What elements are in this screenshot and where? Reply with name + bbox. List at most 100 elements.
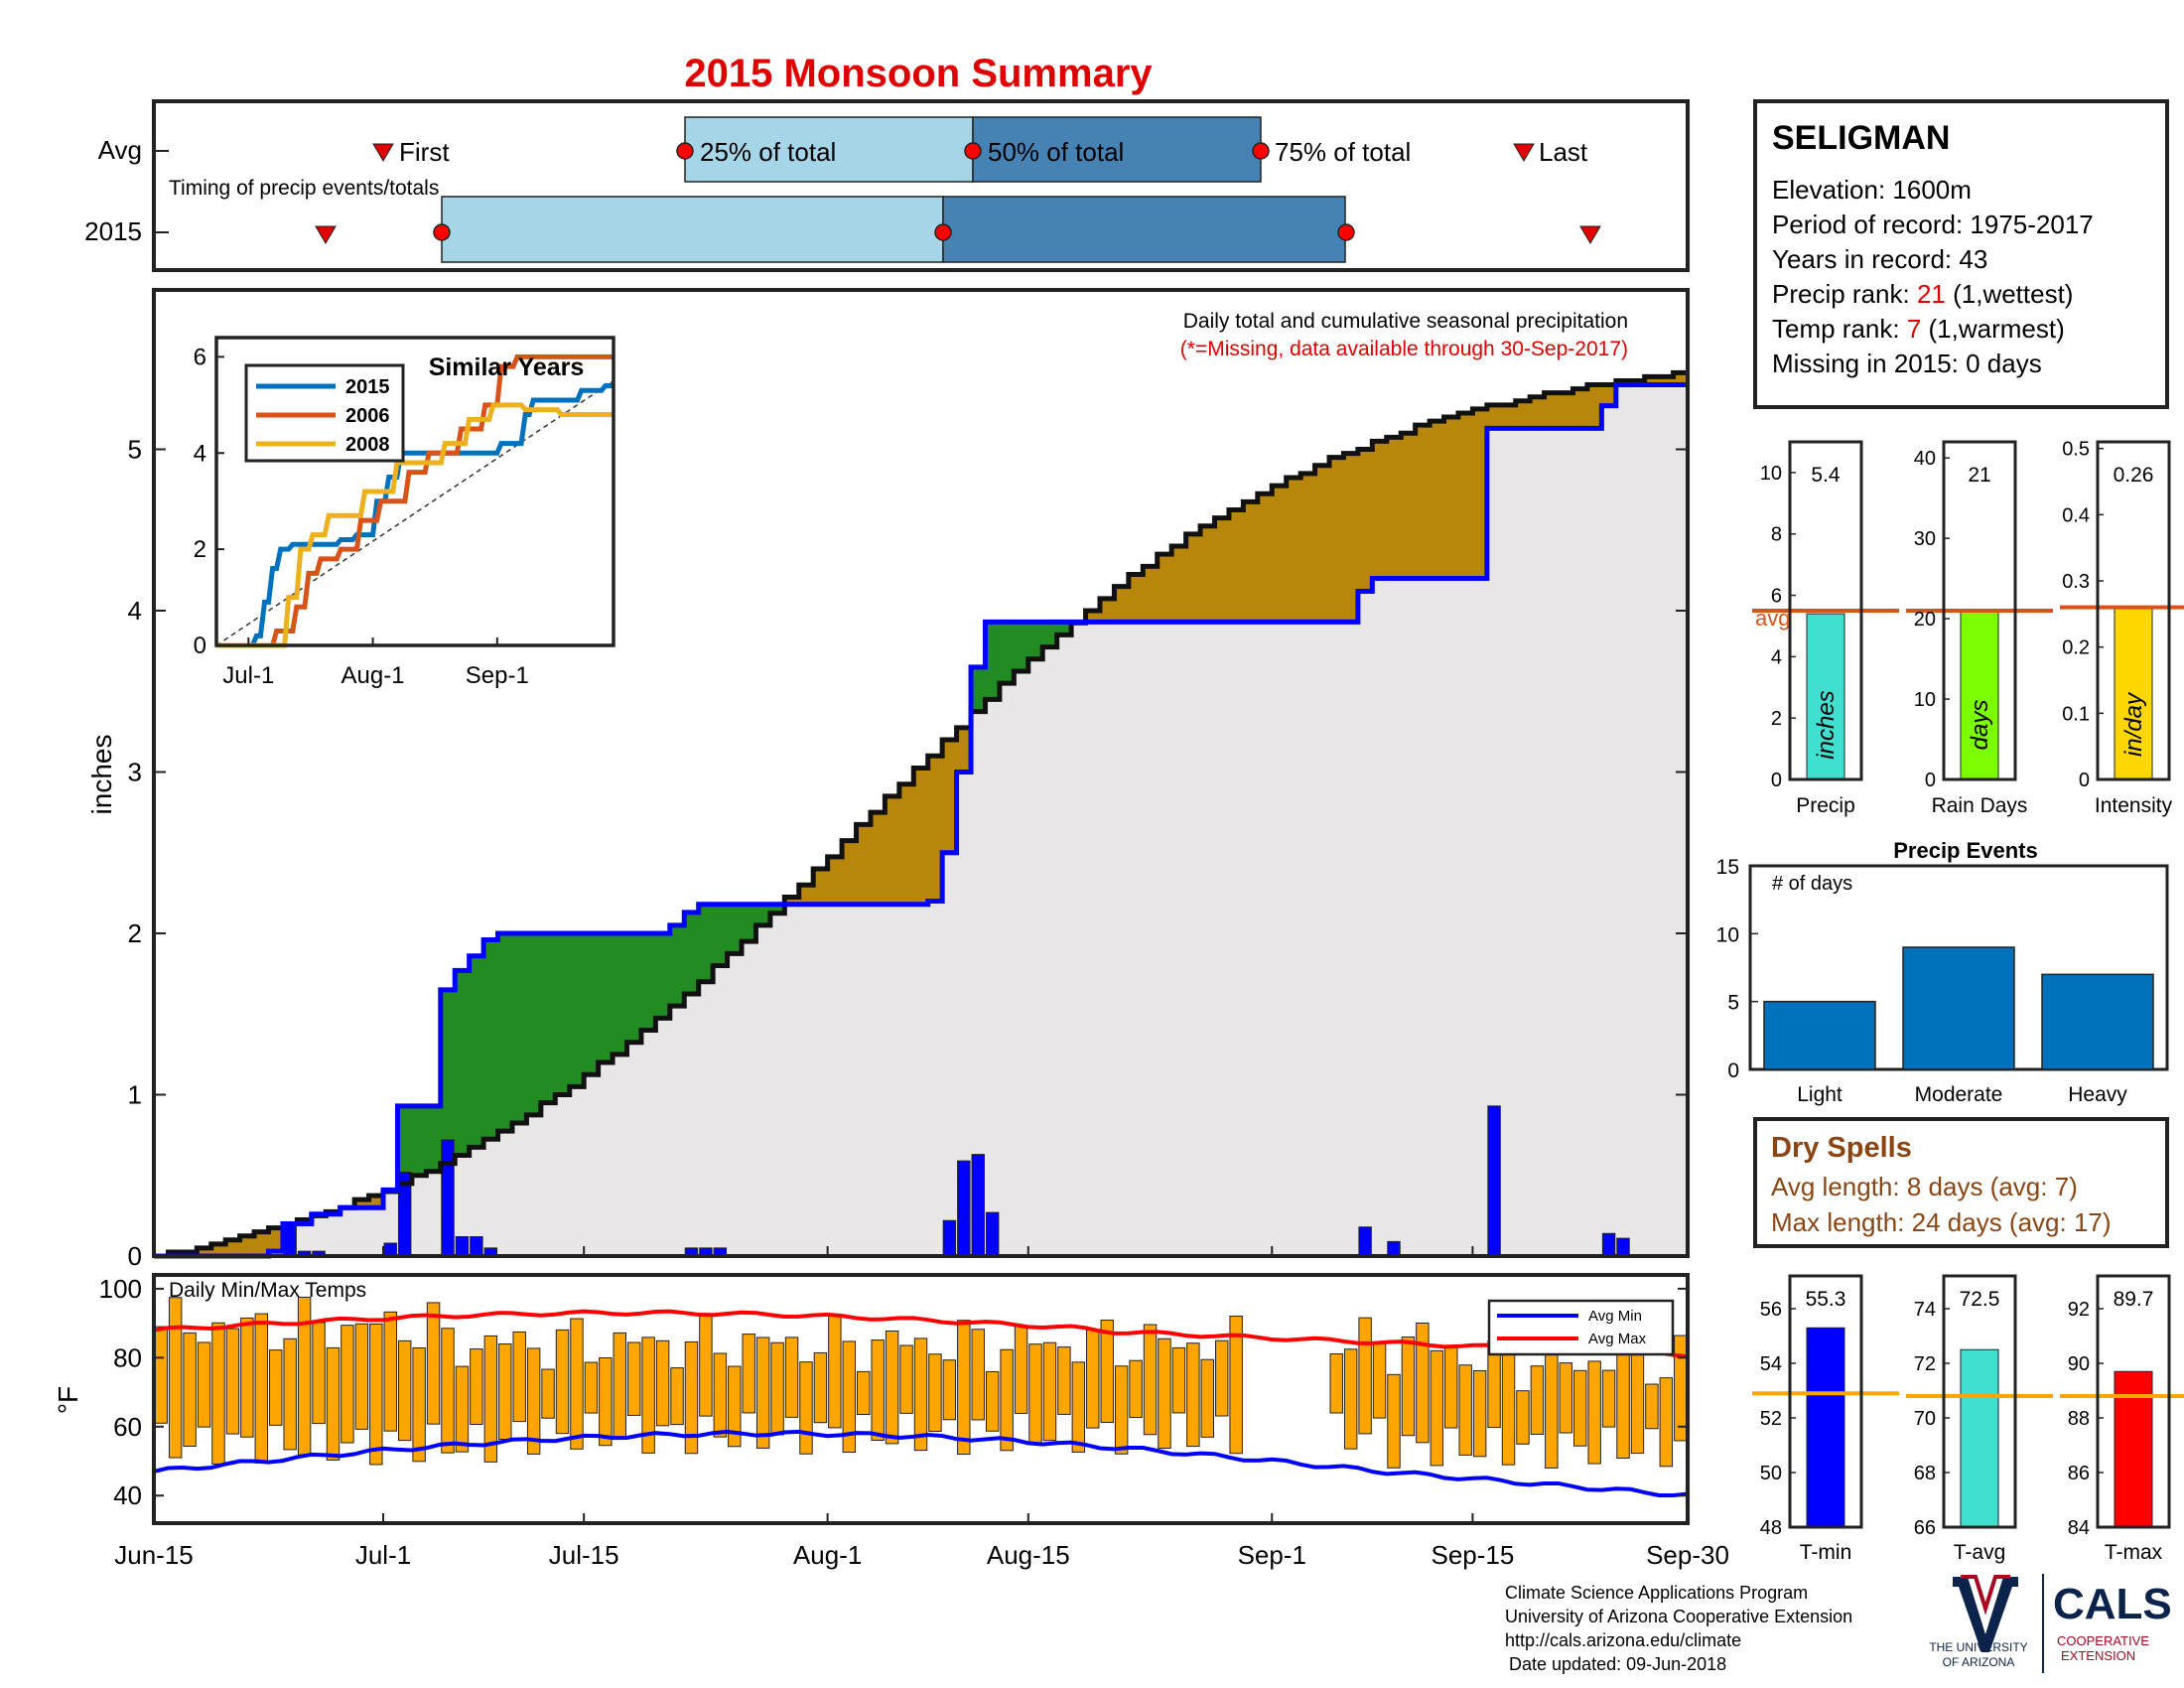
above-average-fill bbox=[569, 933, 585, 1087]
above-average-fill bbox=[669, 924, 685, 1007]
cumulative-base-fill bbox=[999, 683, 1015, 1256]
daily-temp-bar bbox=[1387, 1373, 1401, 1469]
above-average-fill bbox=[411, 1105, 427, 1176]
below-average-fill bbox=[1099, 598, 1116, 623]
below-average-fill bbox=[1228, 509, 1244, 623]
timing-p50-label: 50% of total bbox=[988, 137, 1124, 167]
daily-temp-bar bbox=[885, 1331, 899, 1445]
daily-temp-bar bbox=[341, 1325, 354, 1444]
temp-summary-label-tavg: T-avg bbox=[1954, 1541, 2006, 1564]
figure-title: 2015 Monsoon Summary bbox=[684, 52, 1153, 95]
timing-avg-last-marker bbox=[1513, 143, 1535, 162]
cumulative-base-fill bbox=[613, 1054, 628, 1256]
cumulative-base-fill bbox=[742, 941, 757, 1256]
temp-summary-value-tavg: 72.5 bbox=[1960, 1288, 2000, 1311]
summary-label-precip: Precip bbox=[1796, 794, 1855, 817]
daily-temp-bar bbox=[784, 1336, 799, 1418]
cumulative-base-fill bbox=[326, 1213, 341, 1256]
daily-temp-bar bbox=[1057, 1346, 1071, 1415]
inset-xtick-label: Aug-1 bbox=[341, 662, 405, 689]
daily-precip-bar bbox=[1601, 1232, 1616, 1257]
date-xtick-label: Aug-1 bbox=[793, 1540, 862, 1570]
above-average-fill bbox=[483, 939, 499, 1140]
below-average-fill bbox=[1415, 425, 1431, 579]
cumulative-base-fill bbox=[1314, 622, 1330, 1256]
temp-summary-bar-tavg bbox=[1960, 1348, 1999, 1528]
inset-legend-2006: 2006 bbox=[345, 405, 390, 427]
daily-temp-bar bbox=[613, 1332, 626, 1439]
cumulative-base-fill bbox=[913, 904, 929, 1256]
cumulative-base-fill bbox=[640, 1030, 656, 1256]
cumulative-base-fill bbox=[511, 1122, 528, 1256]
below-average-fill bbox=[1214, 517, 1230, 623]
below-average-fill bbox=[210, 1243, 226, 1256]
above-average-fill bbox=[626, 933, 642, 1043]
inset-ytick-label: 2 bbox=[194, 536, 206, 563]
daily-temp-bar bbox=[555, 1329, 570, 1435]
summary-tick-label: 10 bbox=[1760, 463, 1782, 485]
cumulative-base-fill bbox=[727, 953, 743, 1256]
cumulative-base-fill bbox=[856, 904, 872, 1256]
cumulative-base-fill bbox=[1200, 622, 1216, 1256]
summary-value-precip: 5.4 bbox=[1811, 464, 1841, 487]
cumulative-base-fill bbox=[1300, 622, 1316, 1256]
cumulative-base-fill bbox=[1415, 578, 1431, 1256]
daily-temp-bar bbox=[1501, 1348, 1516, 1466]
daily-temp-bar bbox=[1416, 1322, 1430, 1444]
inset-line-2008 bbox=[216, 402, 614, 648]
logo-cals: CALS bbox=[2053, 1580, 2172, 1628]
below-average-fill bbox=[1357, 449, 1373, 592]
station-missing: Missing in 2015: 0 days bbox=[1772, 349, 2042, 378]
daily-temp-bar bbox=[1516, 1390, 1530, 1445]
cumulative-base-fill bbox=[1228, 622, 1244, 1256]
temp-summary-value-tmin: 55.3 bbox=[1806, 1288, 1846, 1311]
cumulative-base-fill bbox=[1128, 622, 1144, 1256]
daily-temp-bar bbox=[913, 1337, 928, 1452]
date-xtick-label: Jul-15 bbox=[549, 1540, 619, 1570]
avg-min-line bbox=[153, 1429, 1689, 1498]
inset-ytick-label: 0 bbox=[194, 633, 206, 659]
above-average-fill bbox=[971, 666, 987, 712]
below-average-fill bbox=[1659, 376, 1675, 385]
timing-avg-q2 bbox=[972, 116, 1262, 183]
cumulative-base-fill bbox=[1085, 622, 1101, 1256]
summary-tick-label: 6 bbox=[1771, 586, 1782, 608]
below-average-fill bbox=[1501, 404, 1517, 429]
daily-temp-bar bbox=[857, 1370, 871, 1416]
above-average-fill bbox=[469, 955, 484, 1148]
daily-temp-bar bbox=[326, 1346, 341, 1461]
daily-temp-bar bbox=[1086, 1330, 1100, 1429]
below-average-fill bbox=[1272, 486, 1288, 623]
temp-summary-tick-label: 68 bbox=[1914, 1463, 1936, 1484]
below-average-fill bbox=[1430, 421, 1445, 579]
temp-ytick-label: 60 bbox=[113, 1412, 142, 1442]
summary-panel-frame-precip bbox=[1788, 440, 1863, 781]
timing-avg-p75-marker bbox=[1252, 142, 1270, 160]
below-average-fill bbox=[1372, 441, 1388, 579]
cumulative-base-fill bbox=[1143, 622, 1159, 1256]
daily-precip-bar bbox=[1487, 1105, 1501, 1257]
summary-label-days: Rain Days bbox=[1932, 794, 2028, 817]
temp-summary-tick-label: 88 bbox=[2068, 1408, 2090, 1430]
daily-temp-bar bbox=[1343, 1348, 1358, 1450]
events-category-label: Light bbox=[1797, 1083, 1843, 1106]
date-xtick-label: Aug-15 bbox=[987, 1540, 1070, 1570]
temp-legend-min: Avg Min bbox=[1588, 1308, 1642, 1325]
below-average-fill bbox=[1185, 533, 1201, 623]
summary-tick-label: 10 bbox=[1914, 689, 1936, 711]
below-average-fill bbox=[1286, 477, 1301, 623]
below-average-fill bbox=[1200, 525, 1216, 623]
station-name: SELIGMAN bbox=[1772, 119, 1950, 157]
cumulative-base-fill bbox=[1457, 578, 1474, 1256]
daily-precip-bar bbox=[283, 1223, 297, 1257]
temp-summary-tick-label: 48 bbox=[1760, 1517, 1782, 1539]
temp-summary-bar-tmin bbox=[1806, 1327, 1845, 1528]
timing-panel: Avg 2015 Timing of precip events/totals … bbox=[84, 99, 1690, 272]
cals-logo: CALS COOPERATIVE EXTENSION bbox=[2053, 1580, 2172, 1663]
daily-temp-bar bbox=[211, 1322, 225, 1465]
station-years: Years in record: 43 bbox=[1772, 244, 1987, 274]
daily-temp-bar bbox=[1444, 1346, 1458, 1429]
cumulative-base-fill bbox=[455, 1155, 471, 1256]
cumulative-base-fill bbox=[469, 1147, 484, 1256]
